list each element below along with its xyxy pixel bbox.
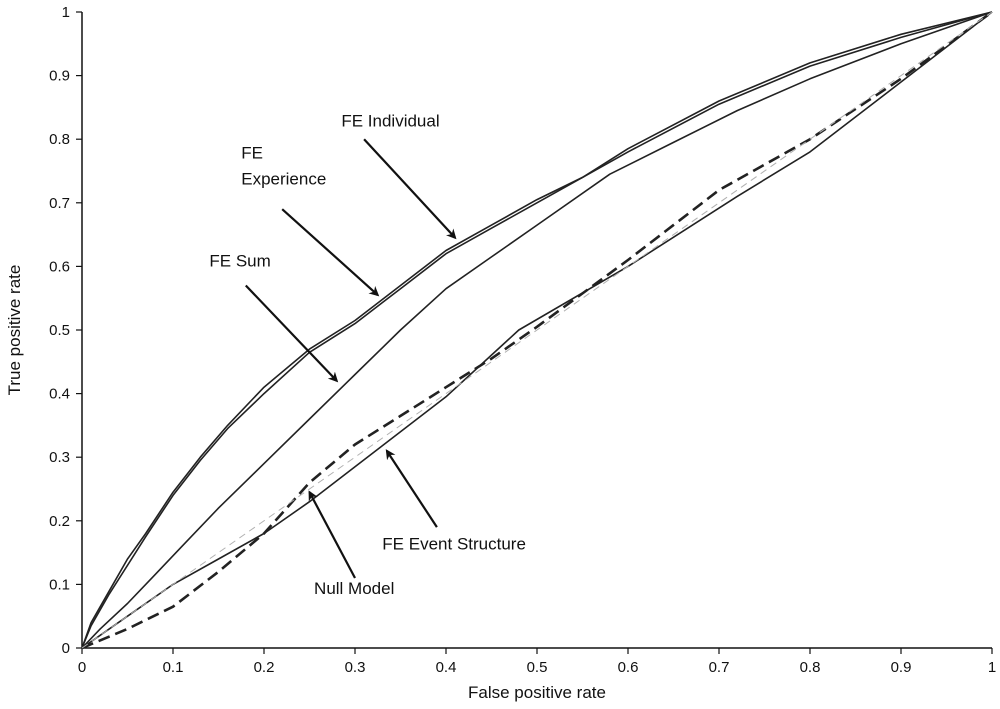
series-line-fe-experience [81,11,993,649]
y-tick-label: 0.3 [49,449,70,466]
x-tick-label: 0.3 [345,659,366,676]
x-tick-label: 0 [78,659,86,676]
series-line-fe-event-structure [81,10,993,650]
annotation-arrow [363,138,457,240]
y-axis-ticks: 0 0.1 0.2 0.3 0.4 0.5 0.6 0.7 0.8 0.9 1 [49,4,82,657]
x-tick-label: 0.6 [618,659,639,676]
annotation-arrow [281,208,380,297]
x-tick-label: 0.2 [254,659,275,676]
annotations: FE Individual FE Experience FE Sum FE Event … [209,111,526,597]
x-tick-label: 0.5 [527,659,548,676]
y-tick-label: 0.4 [49,386,70,403]
y-tick-label: 0.1 [49,576,70,593]
y-tick-label: 0.9 [49,68,70,85]
series-line-reference-diagonal [81,11,993,649]
annotation-label: FE Sum [209,251,270,270]
x-axis-ticks: 0 0.1 0.2 0.3 0.4 0.5 0.6 0.7 0.8 0.9 1 [78,648,996,676]
y-tick-label: 0.5 [49,322,70,339]
x-tick-label: 1 [988,659,996,676]
x-axis-title: False positive rate [468,683,606,702]
annotation-label: FE [241,143,263,162]
x-tick-label: 0.9 [891,659,912,676]
annotation-label: FE Individual [341,111,439,130]
y-tick-label: 1 [62,4,70,21]
annotation-label: Experience [241,169,326,188]
series-layer [81,10,993,650]
y-tick-label: 0.8 [49,131,70,148]
series-line-fe-sum [81,11,993,649]
annotation-arrow [385,449,438,528]
y-tick-label: 0.2 [49,513,70,530]
y-axis-title: True positive rate [5,265,24,396]
y-tick-label: 0.7 [49,195,70,212]
x-tick-label: 0.1 [163,659,184,676]
annotation-label: Null Model [314,579,394,598]
series-line-fe-individual [81,11,993,649]
annotation-label: FE Event Structure [382,534,526,553]
annotation-arrow [245,284,339,383]
x-tick-label: 0.7 [709,659,730,676]
x-tick-label: 0.8 [800,659,821,676]
series-line-null-model [81,11,993,649]
y-tick-label: 0.6 [49,258,70,275]
y-tick-label: 0 [62,640,70,657]
x-tick-label: 0.4 [436,659,457,676]
annotation-arrow [308,490,356,579]
